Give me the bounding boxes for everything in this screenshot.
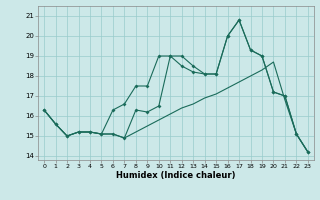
X-axis label: Humidex (Indice chaleur): Humidex (Indice chaleur) [116,171,236,180]
